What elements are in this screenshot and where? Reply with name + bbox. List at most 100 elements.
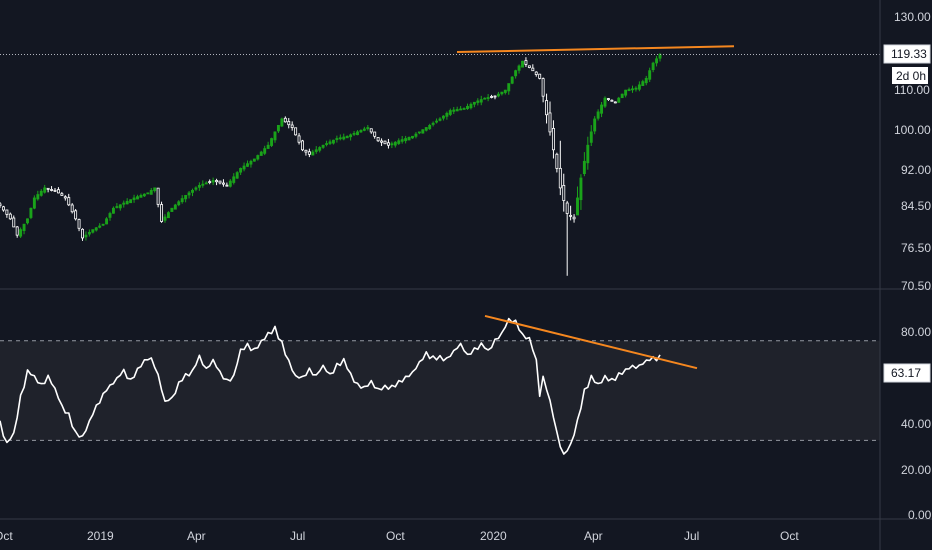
candle[interactable] <box>118 204 122 211</box>
candle[interactable] <box>8 212 12 220</box>
candle[interactable] <box>380 138 384 146</box>
candle[interactable] <box>452 107 456 115</box>
candle[interactable] <box>521 60 524 68</box>
candle[interactable] <box>541 77 545 103</box>
candle[interactable] <box>153 187 157 193</box>
candle[interactable] <box>586 136 590 170</box>
candle[interactable] <box>517 64 521 74</box>
candle[interactable] <box>67 193 71 207</box>
candle[interactable] <box>246 160 249 168</box>
candle[interactable] <box>15 226 19 238</box>
candle[interactable] <box>194 186 198 192</box>
candle[interactable] <box>524 57 528 67</box>
price-pane[interactable] <box>0 45 735 276</box>
candle[interactable] <box>283 116 287 123</box>
candle[interactable] <box>376 137 380 142</box>
candle[interactable] <box>270 137 274 148</box>
candle[interactable] <box>294 127 298 136</box>
candle[interactable] <box>0 202 2 208</box>
candle[interactable] <box>428 123 432 130</box>
candle[interactable] <box>472 101 476 108</box>
candle[interactable] <box>287 118 291 129</box>
candle[interactable] <box>620 93 624 99</box>
rsi-axis[interactable]: 80.00 40.00 20.00 0.00 <box>901 325 932 522</box>
candle[interactable] <box>53 188 57 192</box>
candle[interactable] <box>631 85 634 93</box>
candle[interactable] <box>531 64 535 72</box>
candle[interactable] <box>98 223 102 229</box>
candle[interactable] <box>146 192 150 195</box>
candle[interactable] <box>545 93 549 124</box>
candle[interactable] <box>424 127 428 132</box>
candle[interactable] <box>70 203 74 214</box>
candle[interactable] <box>579 174 583 210</box>
candle[interactable] <box>476 98 480 106</box>
candle[interactable] <box>173 203 177 210</box>
candle[interactable] <box>500 91 504 96</box>
candle[interactable] <box>180 195 184 204</box>
candle[interactable] <box>115 203 119 209</box>
candle[interactable] <box>218 180 222 185</box>
candle[interactable] <box>91 229 95 234</box>
candle[interactable] <box>441 115 445 121</box>
candle[interactable] <box>307 148 311 158</box>
candle[interactable] <box>483 97 487 100</box>
candle[interactable] <box>637 81 641 92</box>
candle[interactable] <box>479 95 483 106</box>
candle[interactable] <box>60 191 64 196</box>
candle[interactable] <box>538 73 542 80</box>
candle[interactable] <box>359 129 363 133</box>
candle[interactable] <box>36 190 40 201</box>
candle[interactable] <box>342 133 346 141</box>
candle[interactable] <box>252 158 256 162</box>
candle[interactable] <box>184 194 188 203</box>
candle[interactable] <box>325 140 329 147</box>
candle[interactable] <box>356 130 359 136</box>
candle[interactable] <box>29 207 33 220</box>
candle[interactable] <box>400 135 404 144</box>
candle[interactable] <box>411 135 414 139</box>
candle[interactable] <box>507 83 511 95</box>
candle[interactable] <box>280 117 284 127</box>
rsi-pane[interactable] <box>0 314 880 455</box>
candle[interactable] <box>81 228 84 241</box>
candle[interactable] <box>201 180 205 188</box>
candle[interactable] <box>132 194 136 203</box>
candle[interactable] <box>314 146 318 154</box>
candle[interactable] <box>562 173 566 212</box>
candle[interactable] <box>613 101 617 104</box>
candle[interactable] <box>593 116 597 135</box>
candle[interactable] <box>617 96 621 103</box>
candle[interactable] <box>558 140 562 196</box>
candle[interactable] <box>572 214 576 223</box>
candle[interactable] <box>486 94 490 102</box>
rsi-falling-trendline[interactable] <box>484 314 698 370</box>
candle[interactable] <box>94 226 98 232</box>
candle[interactable] <box>19 227 23 239</box>
candle[interactable] <box>469 102 473 110</box>
candle[interactable] <box>122 200 126 208</box>
candle[interactable] <box>321 144 325 149</box>
candle[interactable] <box>510 76 514 85</box>
candle[interactable] <box>641 79 645 87</box>
candle[interactable] <box>627 87 631 92</box>
candle[interactable] <box>610 99 614 102</box>
candle[interactable] <box>438 117 442 122</box>
candle[interactable] <box>596 109 600 121</box>
candle[interactable] <box>32 195 36 210</box>
candle[interactable] <box>111 206 115 214</box>
candle[interactable] <box>624 89 628 98</box>
candle[interactable] <box>235 171 239 179</box>
candle[interactable] <box>655 55 659 67</box>
candle[interactable] <box>466 103 469 110</box>
candle[interactable] <box>211 177 215 186</box>
candle[interactable] <box>297 133 301 145</box>
candle[interactable] <box>369 128 373 134</box>
candle[interactable] <box>459 106 463 111</box>
candle[interactable] <box>386 138 390 149</box>
candle[interactable] <box>177 200 181 207</box>
candle[interactable] <box>407 136 411 141</box>
candle[interactable] <box>589 125 593 146</box>
candle[interactable] <box>149 187 153 195</box>
candle[interactable] <box>170 207 174 212</box>
